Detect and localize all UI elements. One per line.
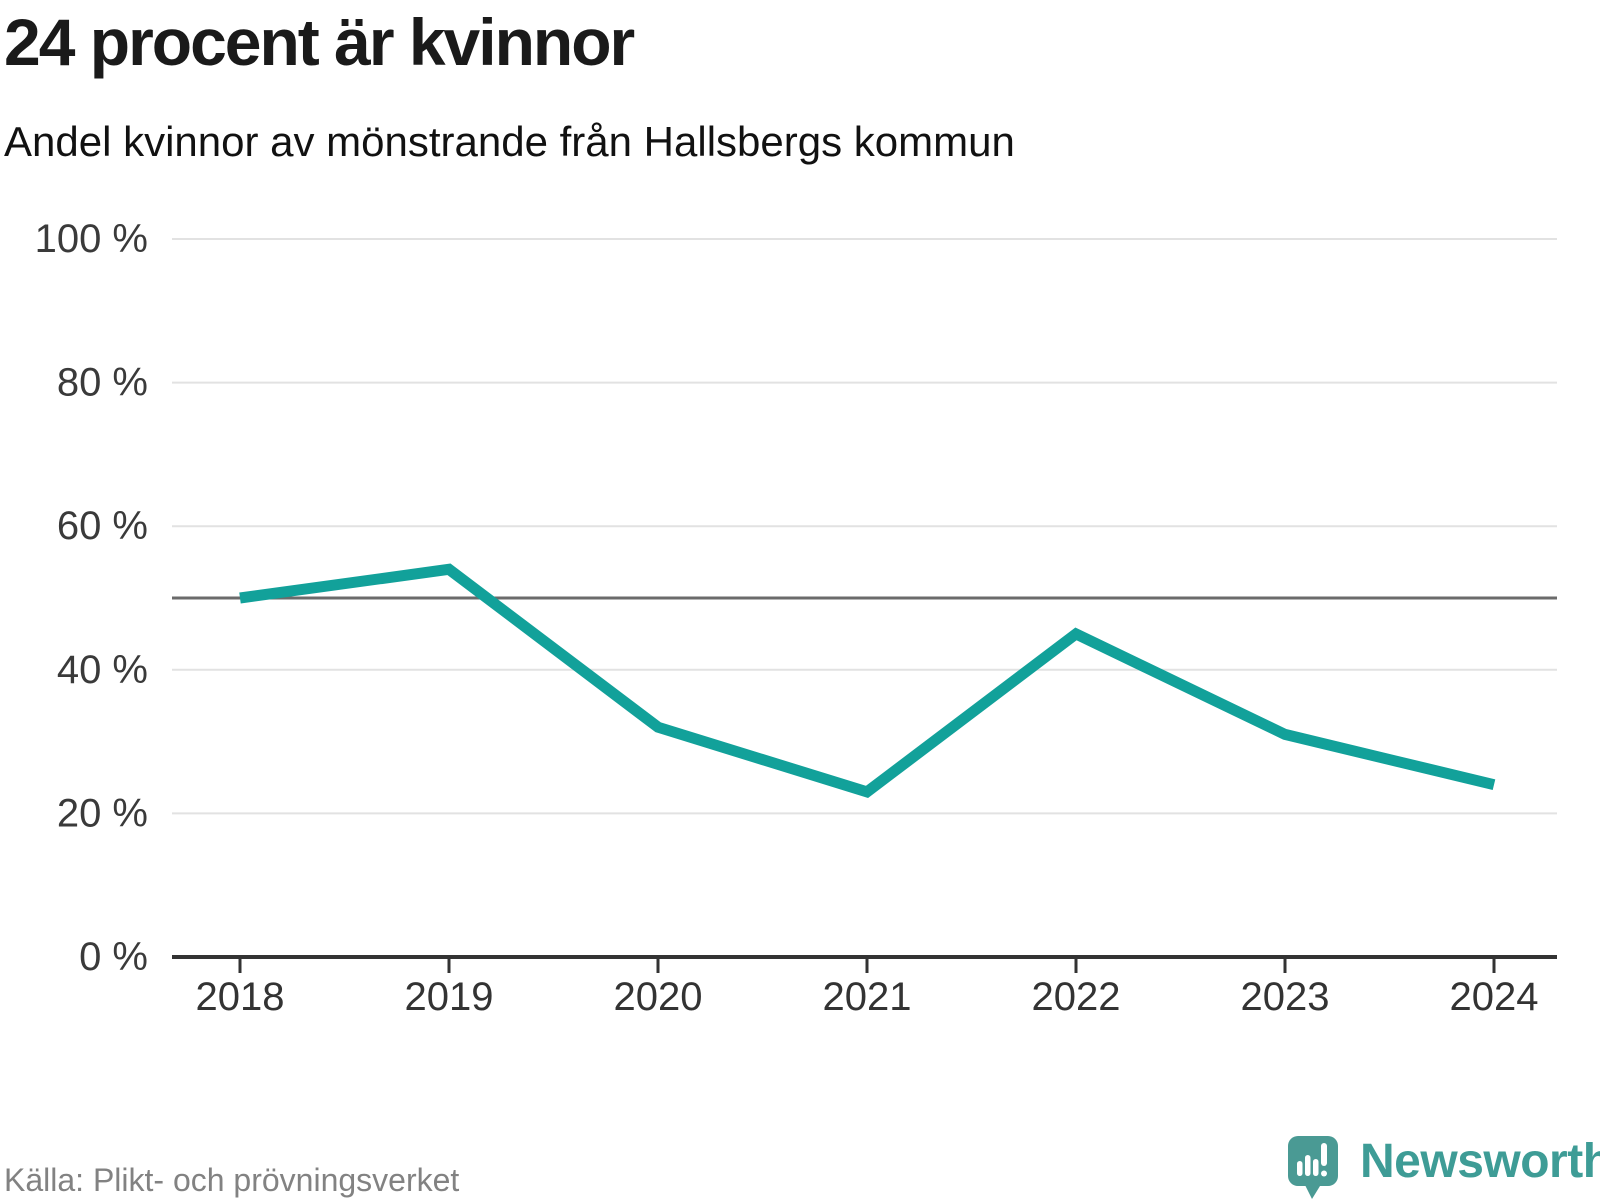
x-tick-label: 2022 (1032, 975, 1121, 1019)
y-tick-label: 80 % (57, 361, 148, 405)
newsworthy-bubble-chart-icon (1288, 1136, 1338, 1199)
data-line-share-women (239, 563, 1496, 798)
newsworthy-logo: Newsworthy (1288, 1136, 1600, 1200)
x-tick-label: 2019 (405, 975, 494, 1019)
x-tick-label: 2024 (1450, 975, 1539, 1019)
x-tick-label: 2021 (823, 975, 912, 1019)
y-tick-label: 20 % (57, 791, 148, 835)
y-tick-label: 60 % (57, 504, 148, 548)
newsworthy-logo-text: Newsworthy (1360, 1135, 1600, 1188)
x-tick-label: 2023 (1241, 975, 1330, 1019)
source-note: Källa: Plikt- och prövningsverket (4, 1162, 460, 1198)
chart-title: 24 procent är kvinnor (4, 5, 635, 79)
x-tick-label: 2020 (614, 975, 703, 1019)
y-tick-label: 100 % (35, 217, 148, 261)
y-tick-label: 40 % (57, 648, 148, 692)
x-tick-label: 2018 (196, 975, 285, 1019)
chart-subtitle: Andel kvinnor av mönstrande från Hallsbe… (4, 118, 1015, 165)
y-tick-label: 0 % (79, 935, 148, 979)
